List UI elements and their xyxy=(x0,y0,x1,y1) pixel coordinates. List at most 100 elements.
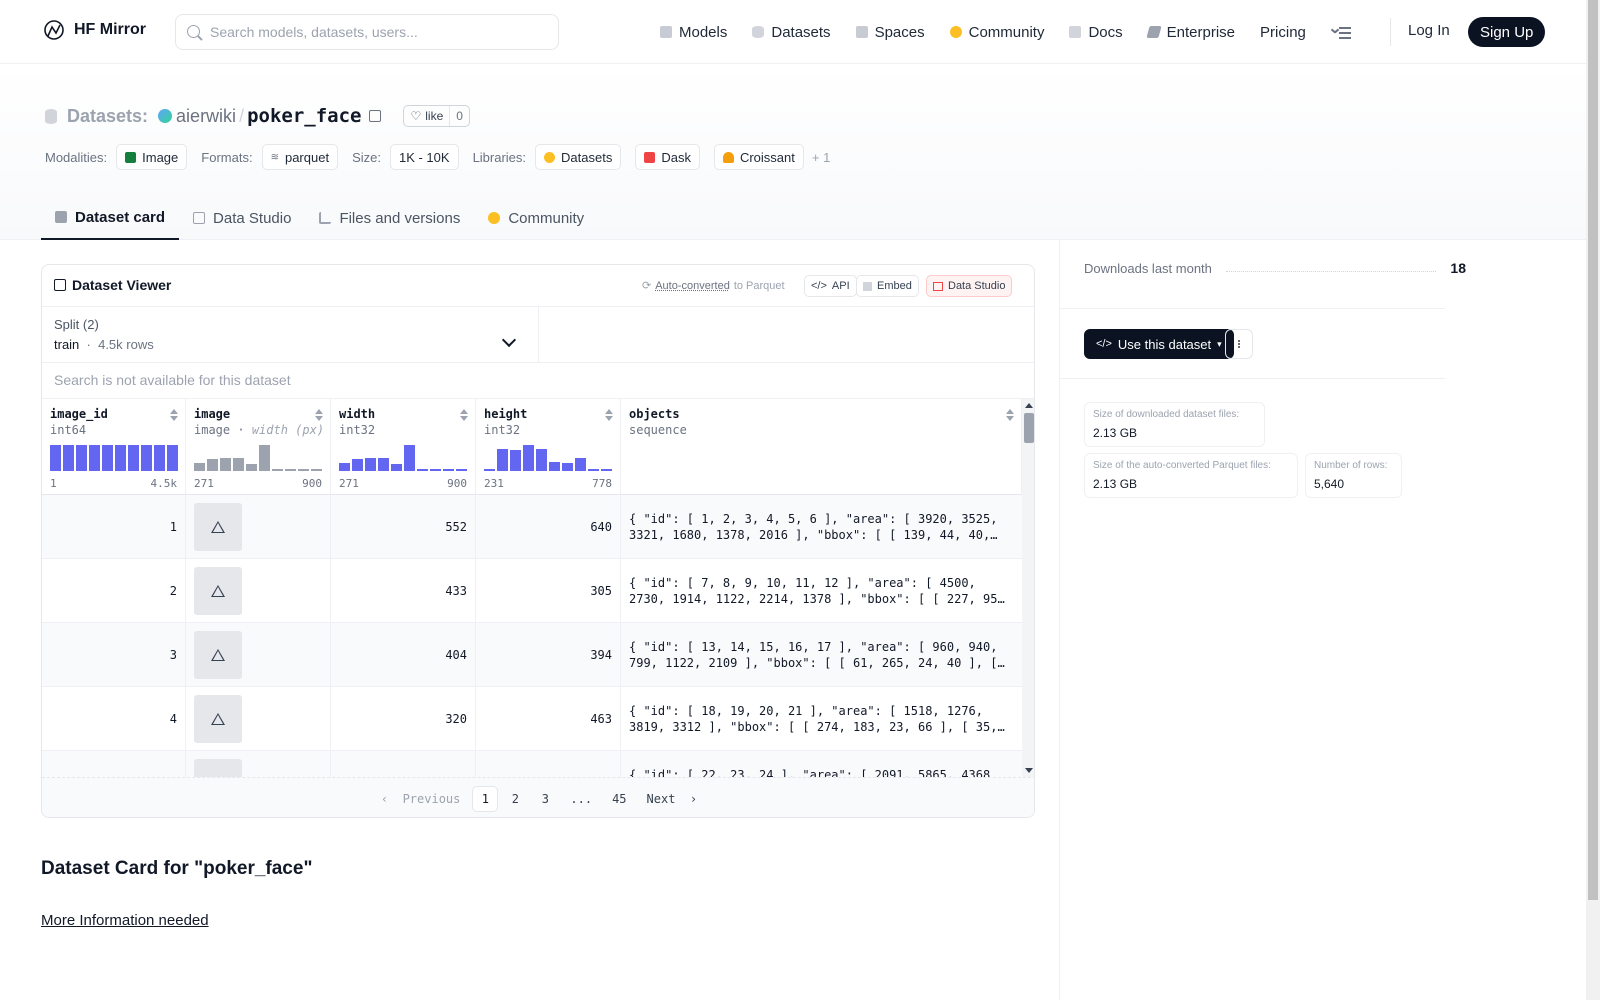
histogram-bar[interactable] xyxy=(89,445,100,471)
column-header-2[interactable]: width int32 271 900 xyxy=(331,399,476,495)
nav-docs[interactable]: Docs xyxy=(1069,24,1123,41)
histogram-bar[interactable] xyxy=(456,469,467,471)
histogram-bar[interactable] xyxy=(115,445,126,471)
api-button[interactable]: </> API xyxy=(804,275,857,297)
histogram-bar[interactable] xyxy=(220,458,231,471)
column-header-0[interactable]: image_id int64 1 4.5k xyxy=(42,399,186,495)
more-menu-icon[interactable] xyxy=(1330,25,1351,39)
page-button[interactable]: 3 xyxy=(541,791,549,806)
image-placeholder[interactable] xyxy=(194,631,242,679)
sort-icon[interactable] xyxy=(315,409,323,421)
cell-width[interactable]: 404 xyxy=(331,623,476,687)
cell-image-id[interactable]: 4 xyxy=(42,687,186,751)
more-info-link[interactable]: More Information needed xyxy=(41,912,209,929)
cell-height[interactable] xyxy=(476,751,621,777)
cell-objects[interactable]: { "id": [ 1, 2, 3, 4, 5, 6 ], "area": [ … xyxy=(621,495,1022,559)
histogram-bar[interactable] xyxy=(536,449,547,471)
cell-image[interactable] xyxy=(186,623,331,687)
histogram-bar[interactable] xyxy=(378,458,389,471)
tab-dataset-card[interactable]: Dataset card xyxy=(41,196,180,240)
image-placeholder[interactable] xyxy=(194,759,242,777)
histogram-bar[interactable] xyxy=(523,445,534,471)
cell-image-id[interactable] xyxy=(42,751,186,777)
sort-icon[interactable] xyxy=(170,409,178,421)
histogram-bar[interactable] xyxy=(233,458,244,471)
cell-height[interactable]: 305 xyxy=(476,559,621,623)
histogram-bar[interactable] xyxy=(430,469,441,471)
page-button[interactable]: 2 xyxy=(511,791,519,806)
more-options-button[interactable] xyxy=(1225,329,1253,359)
like-button[interactable]: ♡ like 0 xyxy=(403,105,470,127)
histogram-bar[interactable] xyxy=(575,458,586,471)
histogram-bar[interactable] xyxy=(154,445,165,471)
histogram-bar[interactable] xyxy=(549,462,560,471)
section-label[interactable]: Datasets: xyxy=(67,105,149,126)
histogram-bar[interactable] xyxy=(391,464,402,471)
next-page-button[interactable]: Next › xyxy=(646,791,698,806)
nav-community[interactable]: Community xyxy=(949,24,1044,41)
tab-data-studio[interactable]: Data Studio xyxy=(179,196,305,240)
cell-width[interactable]: 320 xyxy=(331,687,476,751)
data-studio-button[interactable]: Data Studio xyxy=(926,275,1013,297)
histogram-bar[interactable] xyxy=(404,445,415,471)
histogram-bar[interactable] xyxy=(272,469,283,471)
cell-image-id[interactable]: 2 xyxy=(42,559,186,623)
cell-image[interactable] xyxy=(186,751,331,777)
histogram-bar[interactable] xyxy=(128,445,139,471)
sort-icon[interactable] xyxy=(1006,409,1014,421)
histogram-bar[interactable] xyxy=(510,450,521,471)
previous-page-button[interactable]: ‹ Previous xyxy=(380,791,461,806)
histogram-bar[interactable] xyxy=(562,463,573,471)
histogram-bar[interactable] xyxy=(141,445,152,471)
image-placeholder[interactable] xyxy=(194,503,242,551)
histogram-bar[interactable] xyxy=(311,469,322,471)
auto-converted-link[interactable]: Auto-converted xyxy=(655,279,730,292)
scroll-up-icon[interactable] xyxy=(1025,403,1033,408)
cell-image[interactable] xyxy=(186,495,331,559)
histogram-bar[interactable] xyxy=(298,469,309,471)
histogram-bar[interactable] xyxy=(352,459,363,471)
table-row[interactable]: 2 433 305 { "id": [ 7, 8, 9, 10, 11, 12 ], … xyxy=(42,559,1022,623)
histogram-bar[interactable] xyxy=(443,469,454,471)
repo-owner[interactable]: aierwiki xyxy=(176,105,237,126)
table-row[interactable]: 1 552 640 { "id": [ 1, 2, 3, 4, 5, 6 ], "ar… xyxy=(42,495,1022,559)
histogram-bar[interactable] xyxy=(285,469,296,471)
library-tag-dask[interactable]: Dask xyxy=(635,144,700,170)
modality-tag[interactable]: Image xyxy=(116,144,188,170)
page-scrollbar[interactable] xyxy=(1586,0,1600,1000)
nav-pricing[interactable]: Pricing xyxy=(1260,24,1306,41)
cell-width[interactable]: 433 xyxy=(331,559,476,623)
histogram-bar[interactable] xyxy=(259,445,270,471)
image-placeholder[interactable] xyxy=(194,567,242,615)
library-tag-datasets[interactable]: Datasets xyxy=(535,144,622,170)
histogram-bar[interactable] xyxy=(365,458,376,471)
sort-icon[interactable] xyxy=(605,409,613,421)
libraries-more[interactable]: + 1 xyxy=(811,149,831,165)
tab-files[interactable]: Files and versions xyxy=(305,196,474,240)
histogram-bar[interactable] xyxy=(497,449,508,471)
table-row[interactable]: { "id": [ 22, 23, 24 ], "area": [ 2091, … xyxy=(42,751,1022,777)
repo-name[interactable]: poker_face xyxy=(247,105,362,127)
histogram-bar[interactable] xyxy=(246,464,257,471)
histogram-bar[interactable] xyxy=(339,463,350,471)
cell-objects[interactable]: { "id": [ 13, 14, 15, 16, 17 ], "area": … xyxy=(621,623,1022,687)
column-header-1[interactable]: image image · width (px) 271 900 xyxy=(186,399,331,495)
table-scrollbar[interactable] xyxy=(1022,399,1034,777)
histogram-bar[interactable] xyxy=(588,469,599,471)
scroll-down-icon[interactable] xyxy=(1025,768,1033,773)
cell-image-id[interactable]: 3 xyxy=(42,623,186,687)
nav-datasets[interactable]: Datasets xyxy=(752,24,831,41)
histogram-bar[interactable] xyxy=(50,445,61,471)
cell-width[interactable] xyxy=(331,751,476,777)
search-input[interactable]: Search models, datasets, users... xyxy=(175,14,559,50)
cell-height[interactable]: 640 xyxy=(476,495,621,559)
histogram-bar[interactable] xyxy=(76,445,87,471)
brand[interactable]: HF Mirror xyxy=(42,18,146,42)
column-header-3[interactable]: height int32 231 778 xyxy=(476,399,621,495)
sort-icon[interactable] xyxy=(460,409,468,421)
format-tag[interactable]: ≋ parquet xyxy=(261,144,339,170)
nav-models[interactable]: Models xyxy=(660,24,727,41)
nav-enterprise[interactable]: Enterprise xyxy=(1146,24,1235,41)
login-link[interactable]: Log In xyxy=(1408,22,1450,39)
cell-height[interactable]: 463 xyxy=(476,687,621,751)
